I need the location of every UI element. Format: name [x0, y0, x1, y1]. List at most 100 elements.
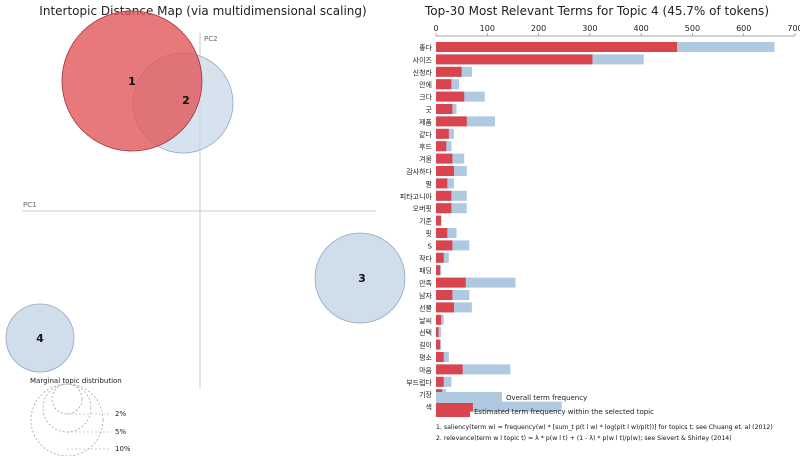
bar-estimated[interactable]	[436, 66, 462, 77]
bar-estimated[interactable]	[436, 352, 444, 362]
bar-estimated[interactable]	[436, 327, 439, 338]
term-label[interactable]: 부드럽다	[406, 378, 432, 387]
bar-estimated[interactable]	[436, 240, 453, 251]
term-label[interactable]: 선택	[419, 328, 432, 337]
bar-estimated[interactable]	[436, 215, 442, 226]
term-label[interactable]: 기장	[419, 390, 432, 399]
term-label[interactable]: 감사하다	[406, 167, 432, 176]
bar-estimated[interactable]	[436, 265, 441, 276]
term-label[interactable]: 남자	[419, 291, 432, 300]
bar-estimated[interactable]	[436, 290, 453, 300]
term-label[interactable]: 패딩	[419, 266, 432, 275]
bar-legend: Overall term frequency Estimated term fr…	[436, 392, 654, 417]
bar-estimated[interactable]	[436, 364, 463, 375]
term-label[interactable]: 색	[426, 403, 432, 412]
bar-overall[interactable]	[436, 277, 516, 288]
marginal-size-10: 10%	[115, 445, 131, 453]
term-label[interactable]: 겨울	[419, 155, 432, 164]
bar-x-axis: 0 100 200 300 400 500 600 700	[433, 24, 800, 37]
topic-label-3: 3	[358, 272, 366, 285]
term-label[interactable]: 사이즈	[413, 55, 433, 64]
bar-estimated[interactable]	[436, 153, 453, 164]
legend-swatch-overall	[436, 392, 502, 403]
term-label[interactable]: 같다	[419, 130, 432, 139]
bar-estimated[interactable]	[436, 302, 454, 313]
marginal-circle-2	[51, 383, 83, 415]
topic-bubble-3[interactable]	[314, 232, 406, 324]
bar-estimated[interactable]	[436, 314, 442, 325]
bar-overall[interactable]	[436, 290, 470, 300]
x-tick-label: 100	[480, 24, 495, 33]
bar-estimated[interactable]	[436, 190, 452, 201]
term-label[interactable]: 핏	[426, 229, 432, 238]
intertopic-map-panel: Intertopic Distance Map (via multidimens…	[5, 4, 406, 456]
term-bars	[436, 42, 775, 412]
term-label[interactable]: 팔	[426, 179, 433, 188]
topic-bubble-1[interactable]	[61, 10, 203, 152]
bar-title: Top-30 Most Relevant Terms for Topic 4 (…	[424, 4, 769, 18]
marginal-distribution-legend: Marginal topic distribution 2% 5% 10%	[30, 377, 131, 456]
term-label[interactable]: 마음	[419, 365, 432, 374]
bar-estimated[interactable]	[436, 141, 447, 152]
x-tick-label: 0	[433, 24, 438, 33]
term-label[interactable]: 크다	[419, 93, 432, 102]
bar-estimated[interactable]	[436, 376, 444, 387]
x-tick-label: 300	[582, 24, 597, 33]
term-label[interactable]: 좋다	[419, 43, 432, 52]
marginal-size-5: 5%	[115, 428, 126, 436]
x-tick-label: 700	[787, 24, 800, 33]
term-label[interactable]: 작다	[419, 254, 432, 263]
term-label[interactable]: 제품	[419, 118, 432, 126]
marginal-circle-10	[30, 383, 104, 456]
bar-estimated[interactable]	[436, 178, 448, 189]
term-label[interactable]: 평소	[419, 353, 432, 362]
x-tick-label: 200	[531, 24, 546, 33]
bar-estimated[interactable]	[436, 54, 593, 65]
topic-label-1: 1	[128, 75, 136, 88]
bar-overall[interactable]	[436, 364, 511, 375]
legend-label-estimated: Estimated term frequency within the sele…	[474, 408, 654, 416]
term-label[interactable]: 굿	[426, 106, 433, 114]
term-label[interactable]: S	[428, 242, 433, 250]
bar-estimated[interactable]	[436, 42, 678, 52]
bar-overall[interactable]	[436, 401, 562, 412]
bar-estimated[interactable]	[436, 228, 448, 238]
term-label[interactable]: 선물	[419, 303, 432, 312]
topic-label-2: 2	[182, 94, 190, 107]
marginal-size-2: 2%	[115, 410, 126, 418]
term-label[interactable]: 안에	[419, 80, 432, 89]
bar-estimated[interactable]	[436, 104, 453, 114]
term-label[interactable]: 신청라	[413, 68, 433, 77]
x-tick-label: 600	[736, 24, 751, 33]
x-tick-label: 400	[634, 24, 649, 33]
term-label[interactable]: 만족	[419, 279, 432, 288]
term-label[interactable]: 오버핏	[413, 204, 432, 213]
x-tick-label: 500	[685, 24, 700, 33]
term-label[interactable]: 길이	[419, 341, 432, 350]
legend-swatch-estimated	[436, 406, 470, 417]
term-bar-panel: Top-30 Most Relevant Terms for Topic 4 (…	[400, 4, 800, 442]
note-relevance: 2. relevance(term w l topic t) = λ * p(w…	[436, 435, 732, 442]
bar-estimated[interactable]	[436, 166, 454, 176]
bar-estimated[interactable]	[436, 79, 452, 90]
topic-bubble-4[interactable]	[5, 303, 75, 373]
pc2-axis-label: PC2	[204, 35, 218, 43]
term-label[interactable]: 후드	[419, 143, 432, 151]
term-label[interactable]: 날씨	[419, 316, 432, 325]
bar-estimated[interactable]	[436, 277, 466, 288]
bar-estimated[interactable]	[436, 91, 465, 102]
bar-estimated[interactable]	[436, 116, 467, 127]
topic-label-4: 4	[36, 332, 44, 345]
bar-estimated[interactable]	[436, 252, 444, 263]
term-label[interactable]: 기준	[419, 217, 432, 226]
note-saliency: 1. saliency(term w) = frequency(w) * [su…	[436, 424, 773, 431]
term-label[interactable]: 피타고니아	[400, 192, 433, 201]
bar-estimated[interactable]	[436, 203, 452, 214]
bar-overall[interactable]	[436, 240, 470, 251]
map-title: Intertopic Distance Map (via multidimens…	[39, 4, 366, 18]
bar-estimated[interactable]	[436, 339, 441, 350]
marginal-title: Marginal topic distribution	[30, 377, 122, 385]
bar-estimated[interactable]	[436, 128, 449, 139]
